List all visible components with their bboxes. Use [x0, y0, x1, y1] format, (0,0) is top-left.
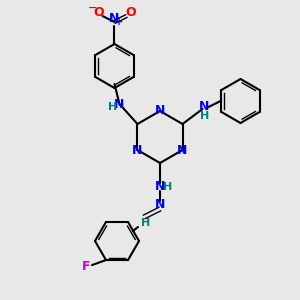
Text: H: H: [108, 102, 117, 112]
Text: O: O: [125, 7, 136, 20]
Text: H: H: [141, 218, 151, 228]
Text: N: N: [155, 104, 165, 118]
Text: +: +: [116, 17, 124, 27]
Text: H: H: [200, 111, 209, 121]
Text: N: N: [114, 98, 125, 110]
Text: H: H: [164, 182, 172, 192]
Text: N: N: [132, 143, 143, 157]
Text: N: N: [155, 181, 165, 194]
Text: −: −: [88, 3, 97, 13]
Text: N: N: [199, 100, 210, 112]
Text: F: F: [82, 260, 90, 273]
Text: N: N: [155, 199, 165, 212]
Text: N: N: [109, 13, 120, 26]
Text: O: O: [93, 7, 104, 20]
Text: N: N: [177, 143, 188, 157]
